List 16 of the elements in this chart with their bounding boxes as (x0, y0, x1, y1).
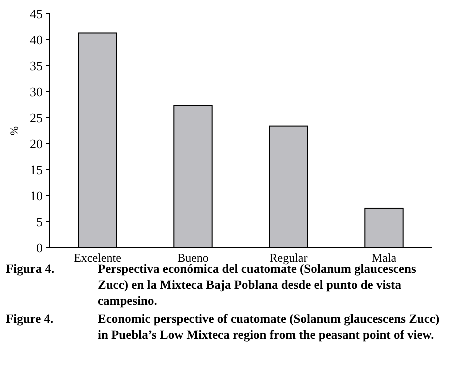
text: Figure 4. Economic perspective of cuatomate (Solanum glaucescens Zucc) in Puebla’s Low Mixteca region from the peasant point of view. (6, 312, 440, 342)
y-tick-label: 35 (30, 58, 43, 74)
x-tick-label: Excelente (74, 251, 122, 265)
x-tick-label: Bueno (178, 251, 209, 265)
y-axis-title: % (9, 126, 21, 136)
y-tick-label: 40 (30, 32, 43, 48)
y-tick-label: 30 (30, 84, 43, 100)
y-tick-label: 5 (36, 214, 43, 230)
y-tick-label: 10 (30, 188, 43, 204)
x-tick-label: Regular (270, 251, 308, 265)
y-tick-label: 45 (30, 6, 43, 22)
y-tick-label: 15 (30, 162, 43, 178)
x-tick-label: Mala (372, 251, 398, 265)
y-tick-label: 20 (30, 136, 43, 152)
y-tick-label: 25 (30, 110, 43, 126)
y-tick-label: 0 (36, 240, 43, 256)
